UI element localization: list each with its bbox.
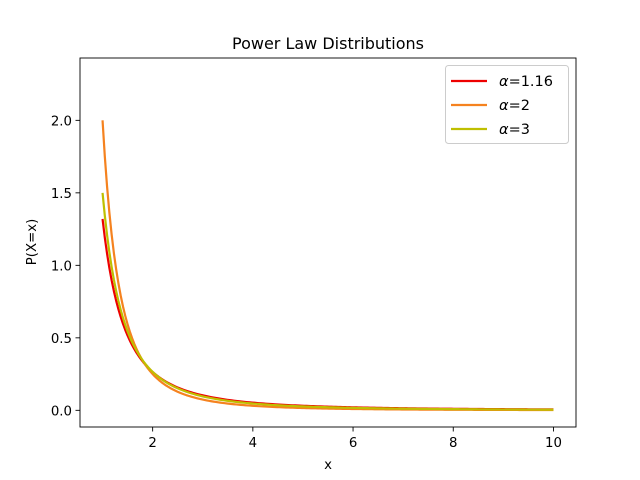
x-tick-label: 10: [545, 436, 562, 451]
y-axis-ticks: 0.0 0.5 1.0 1.5 2.0: [51, 114, 80, 419]
x-tick-label: 2: [148, 436, 156, 451]
y-tick-label: 1.0: [51, 259, 72, 274]
y-tick-label: 0.0: [51, 404, 72, 419]
y-tick-label: 2.0: [51, 114, 72, 129]
x-tick-label: 6: [349, 436, 357, 451]
chart-title: Power Law Distributions: [232, 34, 424, 53]
legend-items: α=1.16 α=2 α=3: [451, 74, 553, 138]
x-axis-ticks: 2 4 6 8 10: [148, 427, 562, 451]
x-tick-label: 4: [249, 436, 257, 451]
y-tick-label: 0.5: [51, 332, 72, 347]
legend-label-2: α=2: [499, 98, 530, 114]
y-tick-label: 1.5: [51, 187, 72, 202]
x-axis-label: x: [324, 458, 332, 473]
legend: α=1.16 α=2 α=3: [445, 65, 569, 144]
plot-frame: [79, 57, 577, 428]
legend-box: [445, 65, 569, 144]
x-tick-label: 8: [449, 436, 457, 451]
y-axis-label: P(X=x): [25, 219, 40, 266]
legend-label-1: α=1.16: [499, 74, 553, 90]
legend-label-3: α=3: [499, 122, 530, 138]
plot-lines: [101, 120, 554, 412]
series-line-3: [101, 192, 554, 411]
